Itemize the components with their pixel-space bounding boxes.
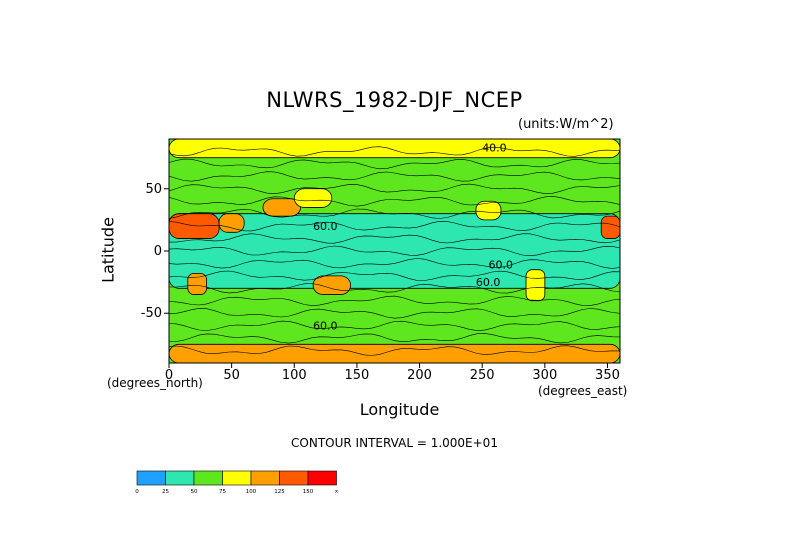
field-region [525,269,546,302]
field-region [312,275,352,295]
colorbar-cell [136,470,166,486]
field-region [169,343,620,363]
axes: 0 50 100 150 200 250 300 350 50 0 -50 [141,182,620,383]
contour-line [169,345,620,356]
contour-line [169,146,620,157]
x-tick-label: 200 [407,368,432,383]
contour-line [169,295,620,306]
field-region [262,198,301,217]
colorbar-label: 25 [162,489,169,495]
contour-label: 60.0 [488,258,513,271]
x-tick-label: 100 [282,368,307,383]
colorbar-cell [165,470,195,486]
contour-label: 40.0 [482,141,507,154]
contour-label: 60.0 [476,276,501,289]
colorbar-cell [193,470,223,486]
colorbar-label: 75 [219,489,226,495]
contour-interval: CONTOUR INTERVAL = 1.000E+01 [291,436,498,450]
contour-line [169,171,620,182]
y-tick-label: -50 [141,306,162,321]
contour-line [169,308,620,319]
contour-line [169,333,620,344]
contour-line [169,183,620,195]
y-tick-label: 50 [145,182,162,197]
colorbar-label: 150 [303,489,314,495]
units-label: (units:W/m^2) [518,117,614,132]
x-axis-units: (degrees_east) [538,384,628,398]
contour-line [169,233,620,244]
x-tick-label: 350 [595,368,620,383]
x-tick-label: 300 [532,368,557,383]
contour-line [169,158,620,170]
contour-line [169,270,620,281]
plot-area: 40.0 60.0 60.0 60.0 60.0 [169,139,620,363]
colorbar-cell [250,470,280,486]
x-tick-label: 50 [223,368,240,383]
x-tick-label: 150 [345,368,370,383]
contour-line [169,320,620,331]
colorbar-label: 125 [274,489,285,495]
colorbar-cell [307,470,337,486]
contour-line [169,220,620,232]
x-tick-label: 250 [470,368,495,383]
contour-line [169,208,620,219]
field-region [475,200,502,221]
x-axis-label-text: Longitude [359,400,440,419]
field-region [218,213,245,233]
field-region [600,215,620,239]
contour-line [169,258,620,269]
colorbar-label: 0 [135,489,139,495]
field-region [293,188,333,208]
colorbar-label: ∞ [334,489,339,495]
chart-title: NLWRS_1982-DJF_NCEP [266,88,523,112]
contour-label: 60.0 [313,220,338,233]
colorbar-label: 50 [191,489,198,495]
field-region [169,213,220,239]
colorbar-label: 100 [246,489,257,495]
field-region [169,139,620,159]
contour-line [169,195,620,207]
colorbar-cell [222,470,252,486]
colorbar-cell [279,470,309,486]
contour-label: 60.0 [313,319,338,332]
field-region [187,272,207,295]
y-tick-label: 0 [154,244,162,259]
x-axis-label: Longitude [0,400,789,419]
x-tick-label: 0 [165,368,173,383]
contour-line [169,245,620,257]
colorbar: 0 25 50 75 100 125 150 ∞ [135,470,339,495]
y-axis-units: (degrees_north) [107,376,203,390]
contour-line [169,283,620,294]
